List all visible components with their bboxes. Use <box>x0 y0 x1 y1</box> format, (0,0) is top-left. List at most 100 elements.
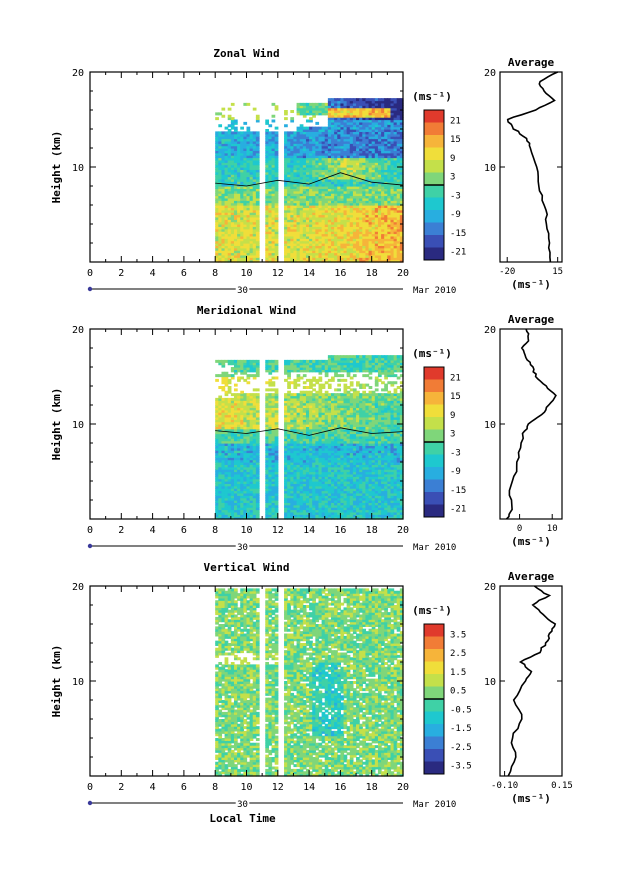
heatmap-cell <box>255 200 260 204</box>
heatmap-cell <box>309 159 313 163</box>
heatmap-cell <box>249 454 254 458</box>
heatmap-cell <box>309 136 313 140</box>
heatmap-cell <box>302 126 307 130</box>
heatmap-cell <box>334 107 338 111</box>
heatmap-cell <box>227 197 232 201</box>
heatmap-cell <box>346 143 351 147</box>
heatmap-cell <box>249 188 254 192</box>
heatmap-cell <box>309 102 313 106</box>
heatmap-cell <box>268 459 273 463</box>
heatmap-cell <box>287 509 291 513</box>
heatmap-cell <box>271 152 276 156</box>
heatmap-cell <box>287 183 291 187</box>
heatmap-cell <box>221 502 226 506</box>
heatmap-cell <box>240 181 244 185</box>
heatmap-cell <box>265 464 270 468</box>
heatmap-cell <box>290 243 295 246</box>
heatmap-cell <box>371 112 376 116</box>
heatmap-cell <box>243 226 248 230</box>
heatmap-cell <box>396 197 401 201</box>
heatmap-cell <box>284 473 288 477</box>
heatmap-cell <box>252 186 257 189</box>
heatmap-cell <box>243 136 248 140</box>
heatmap-cell <box>265 254 270 258</box>
heatmap-cell <box>230 511 235 515</box>
heatmap-cell <box>268 197 273 201</box>
heatmap-cell <box>243 402 248 406</box>
heatmap-cell <box>293 157 298 161</box>
heatmap-cell <box>371 124 376 128</box>
heatmap-cell <box>302 105 307 109</box>
heatmap-cell <box>274 495 279 499</box>
heatmap-cell <box>346 247 351 251</box>
heatmap-cell <box>390 188 395 192</box>
heatmap-cell <box>271 497 276 501</box>
heatmap-cell <box>390 143 395 147</box>
heatmap-cell <box>249 504 254 508</box>
heatmap-cell <box>290 205 295 208</box>
heatmap-cell <box>271 226 276 230</box>
heatmap-cell <box>215 254 219 258</box>
heatmap-cell <box>290 381 295 385</box>
heatmap-cell <box>387 224 392 227</box>
heatmap-cell <box>331 202 335 206</box>
heatmap-cell <box>321 105 326 109</box>
heatmap-cell <box>246 376 251 380</box>
heatmap-cell <box>293 367 298 370</box>
heatmap-cell <box>265 133 270 137</box>
heatmap-cell <box>227 181 232 185</box>
heatmap-cell <box>312 202 316 206</box>
heatmap-cell <box>290 507 295 511</box>
heatmap-cell <box>218 162 223 166</box>
heatmap-cell <box>221 257 226 261</box>
heatmap-cell <box>368 98 373 102</box>
heatmap-cell <box>290 245 295 249</box>
heatmap-cell <box>293 409 298 413</box>
heatmap-cell <box>346 152 351 156</box>
heatmap-cell <box>224 197 229 201</box>
heatmap-cell <box>221 259 226 263</box>
heatmap-cell <box>340 250 345 254</box>
heatmap-cell <box>327 167 332 170</box>
heatmap-cell <box>221 200 226 204</box>
heatmap-cell <box>287 195 291 199</box>
heatmap-cell <box>371 98 376 102</box>
heatmap-cell <box>377 212 382 216</box>
heatmap-cell <box>224 176 229 180</box>
heatmap-cell <box>252 200 257 204</box>
heatmap-cell <box>246 438 251 442</box>
heatmap-cell <box>293 447 298 451</box>
heatmap-cell <box>352 243 357 246</box>
heatmap-cell <box>287 426 291 430</box>
heatmap-cell <box>246 159 251 163</box>
heatmap-cell <box>368 228 373 232</box>
colorbar-tick-label: 3 <box>450 173 455 183</box>
heatmap-cell <box>268 157 273 161</box>
heatmap-cell <box>249 402 254 406</box>
heatmap-cell <box>271 369 276 373</box>
heatmap-cell <box>337 190 341 194</box>
heatmap-cell <box>334 183 338 187</box>
heatmap-cell <box>271 221 276 225</box>
heatmap-cell <box>246 469 251 473</box>
heatmap-cell <box>365 131 370 135</box>
heatmap-cell <box>340 202 345 206</box>
heatmap-cell <box>221 500 226 503</box>
heatmap-cell <box>337 231 341 235</box>
heatmap-cell <box>246 473 251 477</box>
heatmap-cell <box>246 466 251 470</box>
heatmap-cell <box>284 247 288 251</box>
heatmap-cell <box>227 511 232 515</box>
heatmap-cell <box>312 131 316 135</box>
heatmap-cell <box>334 98 338 102</box>
heatmap-cell <box>356 247 360 251</box>
heatmap-cell <box>284 145 288 149</box>
heatmap-cell <box>218 362 223 366</box>
heatmap-cell <box>302 200 307 204</box>
heatmap-cell <box>265 195 270 199</box>
heatmap-cell <box>215 193 219 197</box>
heatmap-cell <box>218 443 223 446</box>
heatmap-cell <box>224 462 229 465</box>
heatmap-cell <box>318 243 323 246</box>
heatmap-cell <box>396 143 401 147</box>
